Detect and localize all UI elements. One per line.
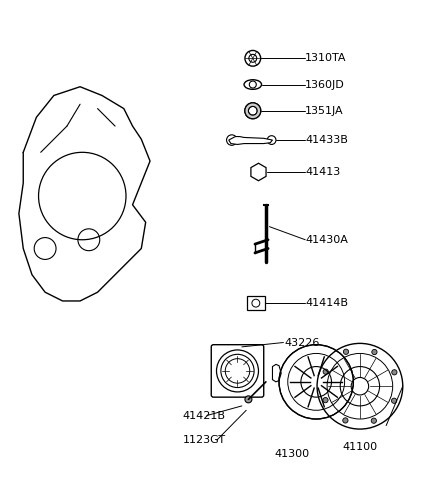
Circle shape (392, 370, 397, 375)
Circle shape (227, 135, 237, 145)
Text: 41430A: 41430A (305, 235, 348, 245)
Text: 41413: 41413 (305, 167, 341, 177)
Text: 41421B: 41421B (183, 411, 226, 420)
Polygon shape (229, 137, 272, 145)
Circle shape (323, 369, 328, 374)
Text: 1123GT: 1123GT (183, 435, 226, 445)
Text: 43226: 43226 (285, 337, 320, 347)
Wedge shape (245, 103, 260, 119)
Circle shape (371, 418, 377, 423)
Polygon shape (272, 364, 281, 382)
Circle shape (372, 349, 377, 355)
Circle shape (267, 136, 276, 145)
Circle shape (323, 398, 328, 403)
Text: 41100: 41100 (342, 442, 378, 452)
Circle shape (245, 50, 260, 66)
Circle shape (245, 396, 252, 403)
Circle shape (392, 398, 397, 404)
FancyBboxPatch shape (247, 296, 264, 310)
Text: 1310TA: 1310TA (305, 53, 347, 63)
Text: 41433B: 41433B (305, 135, 348, 145)
Circle shape (343, 418, 348, 423)
Text: 1351JA: 1351JA (305, 106, 344, 116)
Ellipse shape (244, 80, 261, 89)
Polygon shape (251, 163, 266, 181)
Text: 41414B: 41414B (305, 298, 348, 308)
Circle shape (343, 349, 348, 354)
Text: 1360JD: 1360JD (305, 80, 345, 89)
Text: 41300: 41300 (275, 449, 310, 459)
FancyBboxPatch shape (211, 345, 264, 397)
